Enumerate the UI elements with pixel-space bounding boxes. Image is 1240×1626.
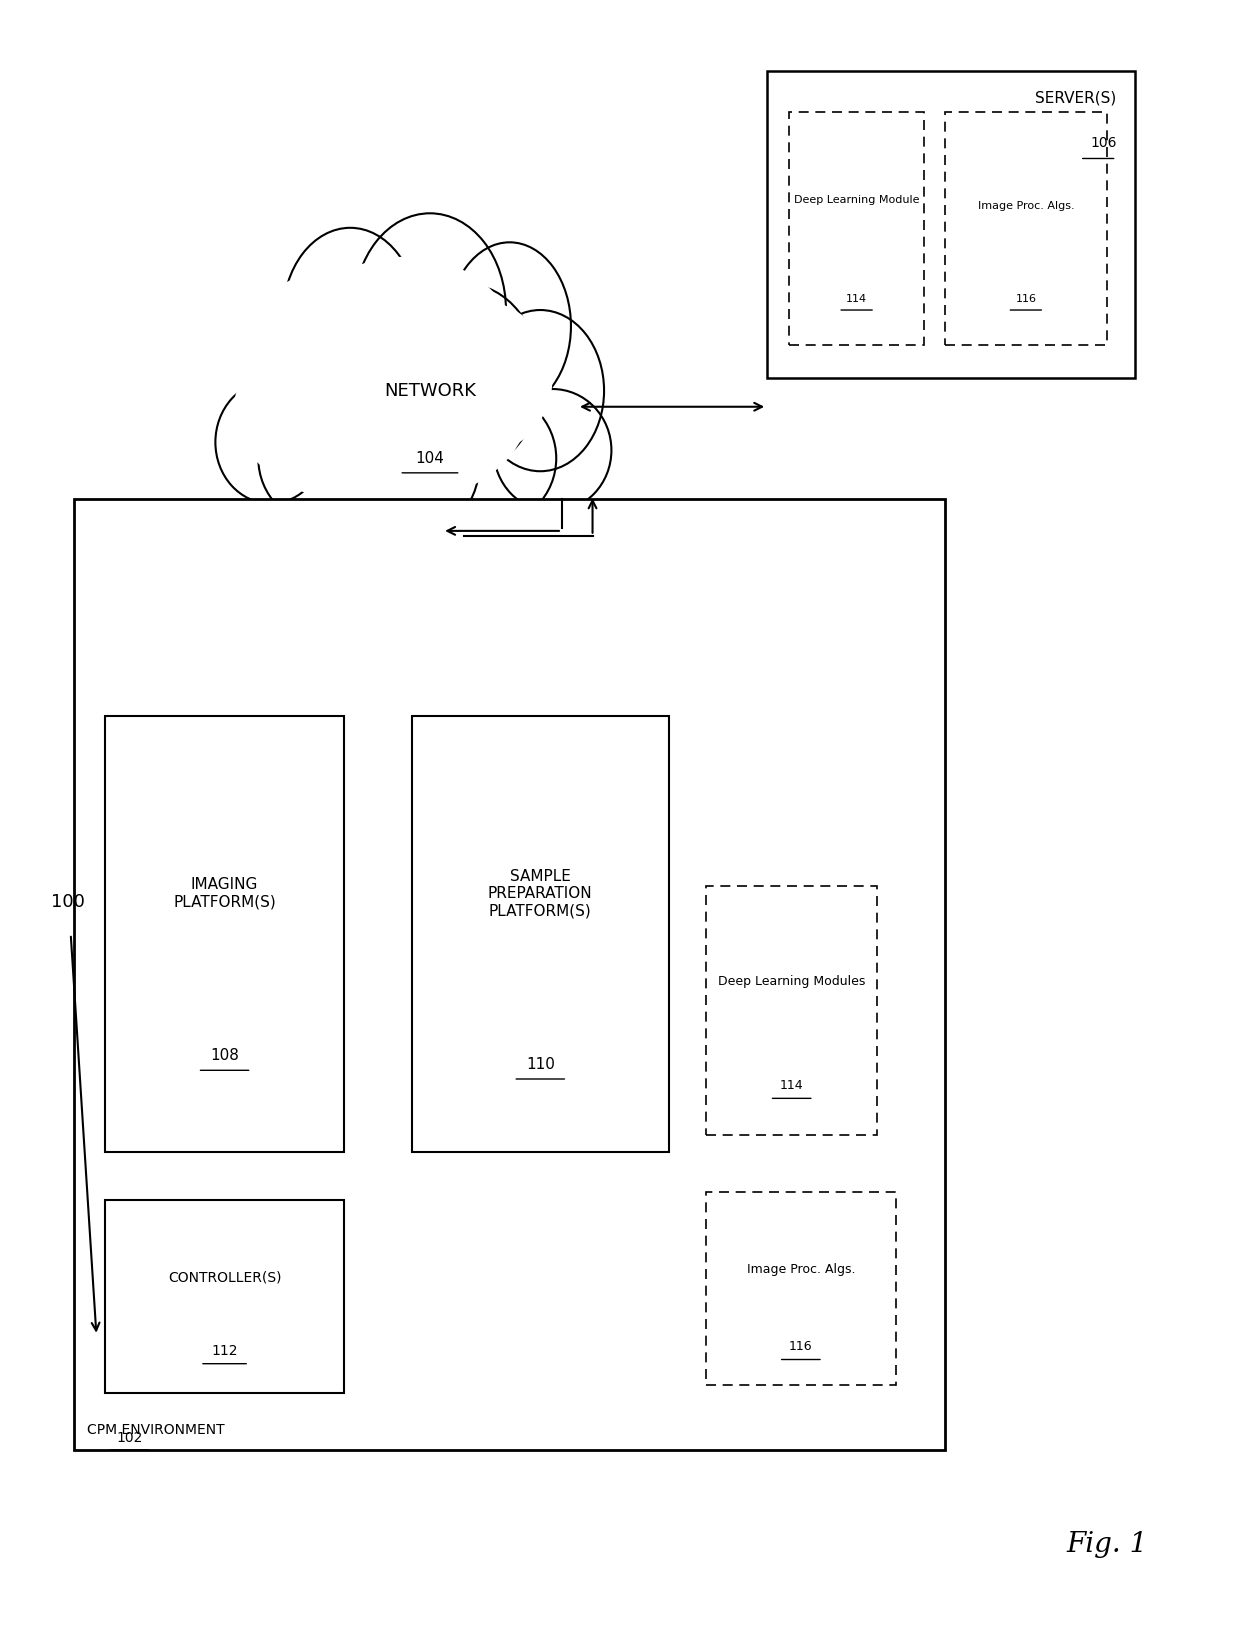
Ellipse shape [301,278,460,478]
Text: 104: 104 [415,450,444,465]
Text: IMAGING
PLATFORM(S): IMAGING PLATFORM(S) [174,878,277,911]
Ellipse shape [234,314,528,507]
Bar [412,717,670,1151]
Bar [105,1200,345,1393]
Text: Fig. 1: Fig. 1 [1066,1530,1147,1558]
Ellipse shape [353,213,506,406]
Bar [706,886,878,1135]
Ellipse shape [332,393,479,538]
Text: 110: 110 [526,1057,554,1072]
Text: 100: 100 [51,893,86,911]
Ellipse shape [494,389,611,512]
Text: 114: 114 [780,1080,804,1093]
Bar [945,112,1107,345]
Text: Image Proc. Algs.: Image Proc. Algs. [977,202,1074,211]
Ellipse shape [422,390,557,527]
Text: SAMPLE
PREPARATION
PLATFORM(S): SAMPLE PREPARATION PLATFORM(S) [489,868,593,919]
Ellipse shape [283,228,418,405]
Bar [789,112,924,345]
Text: 114: 114 [846,294,867,304]
Ellipse shape [258,390,393,527]
Ellipse shape [234,265,479,459]
Bar [105,717,345,1151]
Text: 108: 108 [210,1049,239,1063]
Bar [768,72,1135,377]
Bar [706,1192,895,1385]
Text: NETWORK: NETWORK [384,382,476,400]
Ellipse shape [393,285,541,472]
Ellipse shape [295,257,516,434]
Bar [74,499,945,1450]
Text: 116: 116 [789,1340,812,1353]
Text: CONTROLLER(S): CONTROLLER(S) [167,1270,281,1285]
Text: 112: 112 [211,1343,238,1358]
Text: 116: 116 [1016,294,1037,304]
Ellipse shape [258,330,405,491]
Ellipse shape [216,380,326,504]
Ellipse shape [449,242,570,410]
Text: Deep Learning Module: Deep Learning Module [794,195,919,205]
Text: Image Proc. Algs.: Image Proc. Algs. [746,1263,856,1276]
Ellipse shape [476,311,604,472]
Text: 106: 106 [1090,137,1116,150]
Ellipse shape [405,301,553,455]
Text: 102: 102 [117,1431,143,1446]
Text: SERVER(S): SERVER(S) [1035,91,1116,106]
Text: CPM ENVIRONMENT: CPM ENVIRONMENT [87,1423,224,1437]
Text: Deep Learning Modules: Deep Learning Modules [718,976,866,989]
Ellipse shape [243,298,371,475]
